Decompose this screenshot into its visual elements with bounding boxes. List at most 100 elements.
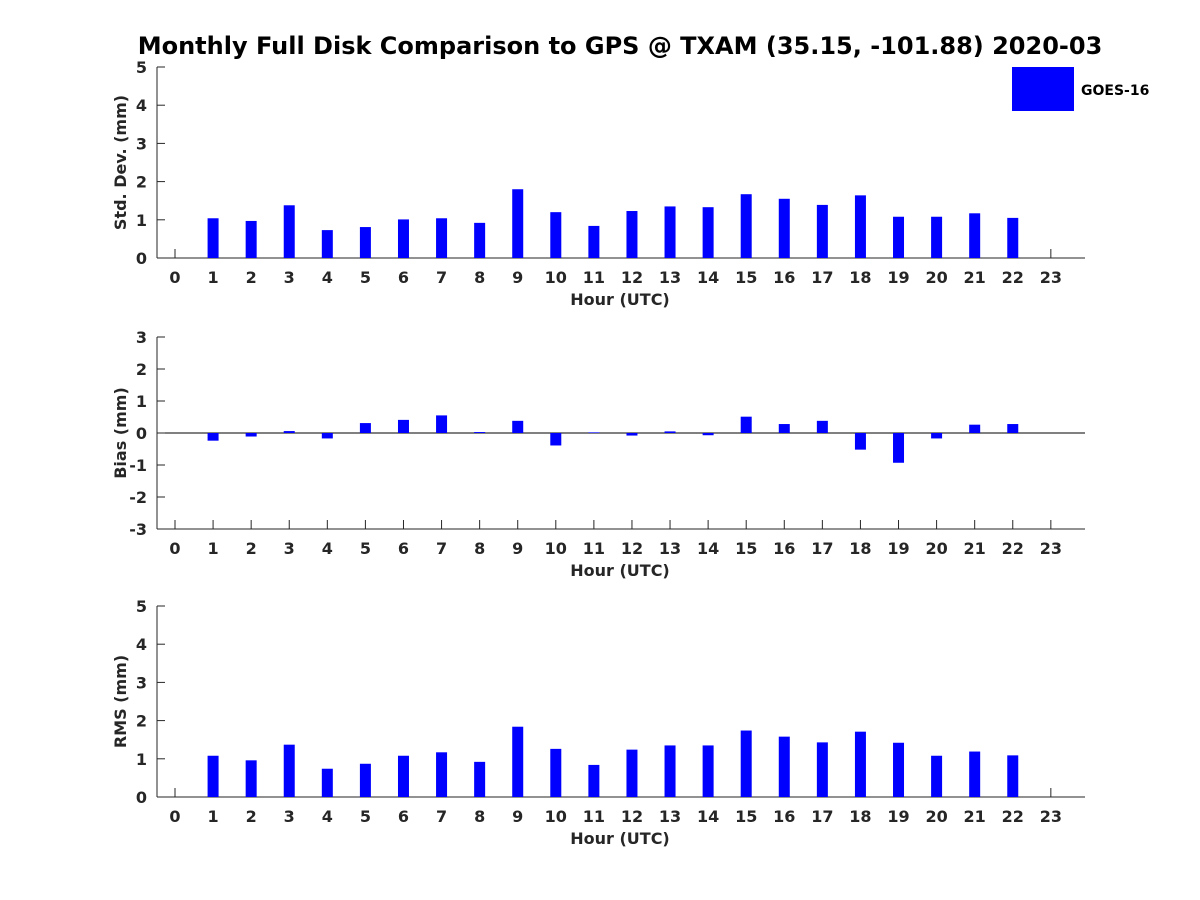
x-tick-label: 22: [1002, 539, 1024, 558]
x-tick-label: 23: [1040, 807, 1062, 826]
x-tick-label: 14: [697, 539, 719, 558]
y-tick-label: 4: [136, 96, 147, 115]
x-tick-label: 12: [621, 807, 643, 826]
bar: [550, 748, 562, 797]
x-tick-label: 19: [887, 807, 909, 826]
x-axis-label: Hour (UTC): [570, 290, 670, 309]
bar: [359, 227, 371, 258]
bar: [321, 433, 333, 439]
bar: [664, 206, 676, 258]
x-tick-label: 7: [436, 807, 447, 826]
y-tick-label: 1: [136, 392, 147, 411]
y-tick-label: 3: [136, 328, 147, 347]
bar: [740, 194, 752, 258]
x-tick-label: 3: [284, 268, 295, 287]
bar: [474, 222, 486, 258]
bar: [397, 755, 409, 797]
x-tick-label: 13: [659, 807, 681, 826]
x-tick-label: 12: [621, 268, 643, 287]
bar: [931, 755, 943, 797]
x-tick-label: 4: [322, 268, 333, 287]
x-tick-label: 18: [849, 268, 871, 287]
x-tick-label: 6: [398, 539, 409, 558]
y-tick-label: -2: [129, 488, 147, 507]
x-tick-label: 23: [1040, 539, 1062, 558]
x-tick-label: 14: [697, 268, 719, 287]
bar: [436, 415, 448, 433]
x-tick-label: 11: [583, 539, 605, 558]
bar: [893, 433, 905, 463]
x-tick-label: 12: [621, 539, 643, 558]
x-tick-label: 21: [964, 539, 986, 558]
x-tick-label: 10: [545, 807, 567, 826]
bar: [740, 730, 752, 797]
bar: [283, 431, 295, 433]
x-tick-label: 17: [811, 539, 833, 558]
bar: [245, 220, 257, 258]
bar: [931, 433, 943, 439]
bar: [778, 198, 790, 258]
x-tick-label: 9: [512, 268, 523, 287]
x-tick-label: 15: [735, 268, 757, 287]
bar: [207, 755, 219, 797]
x-tick-label: 1: [208, 807, 219, 826]
x-tick-label: 5: [360, 807, 371, 826]
x-tick-label: 21: [964, 807, 986, 826]
bar: [474, 432, 486, 433]
x-tick-label: 18: [849, 807, 871, 826]
bar: [778, 424, 790, 433]
x-tick-label: 11: [583, 268, 605, 287]
x-tick-label: 5: [360, 539, 371, 558]
x-tick-label: 18: [849, 539, 871, 558]
x-tick-label: 17: [811, 268, 833, 287]
x-tick-label: 7: [436, 268, 447, 287]
x-tick-label: 20: [925, 807, 947, 826]
bar: [550, 212, 562, 258]
bar: [816, 742, 828, 797]
x-axis-label: Hour (UTC): [570, 829, 670, 848]
x-tick-label: 3: [284, 807, 295, 826]
y-tick-label: 2: [136, 360, 147, 379]
y-axis-label: Bias (mm): [111, 387, 130, 479]
bar: [702, 433, 714, 436]
x-tick-label: 22: [1002, 807, 1024, 826]
x-tick-label: 2: [246, 268, 257, 287]
bar: [664, 745, 676, 797]
bar: [1007, 424, 1019, 433]
x-tick-label: 8: [474, 539, 485, 558]
x-tick-label: 4: [322, 539, 333, 558]
bar: [207, 218, 219, 258]
bar: [626, 211, 638, 258]
bar: [588, 432, 600, 433]
bar: [702, 207, 714, 258]
bar: [854, 433, 866, 450]
bar: [245, 760, 257, 797]
bar: [474, 761, 486, 797]
x-tick-label: 0: [169, 539, 180, 558]
bar: [893, 742, 905, 797]
bar: [512, 189, 524, 258]
x-tick-label: 0: [169, 807, 180, 826]
y-tick-label: 0: [136, 424, 147, 443]
y-tick-label: 3: [136, 673, 147, 692]
bar: [588, 764, 600, 797]
x-tick-label: 13: [659, 268, 681, 287]
y-tick-label: 0: [136, 788, 147, 807]
y-tick-label: 5: [136, 58, 147, 77]
x-tick-label: 19: [887, 539, 909, 558]
y-tick-label: -1: [129, 456, 147, 475]
x-tick-label: 16: [773, 807, 795, 826]
x-tick-label: 14: [697, 807, 719, 826]
x-tick-label: 21: [964, 268, 986, 287]
x-tick-label: 5: [360, 268, 371, 287]
y-tick-label: -3: [129, 520, 147, 539]
x-tick-label: 10: [545, 539, 567, 558]
legend-swatch: [1012, 67, 1074, 111]
bar: [550, 433, 562, 446]
bar: [1007, 217, 1019, 258]
bar: [740, 416, 752, 433]
bar: [816, 420, 828, 433]
